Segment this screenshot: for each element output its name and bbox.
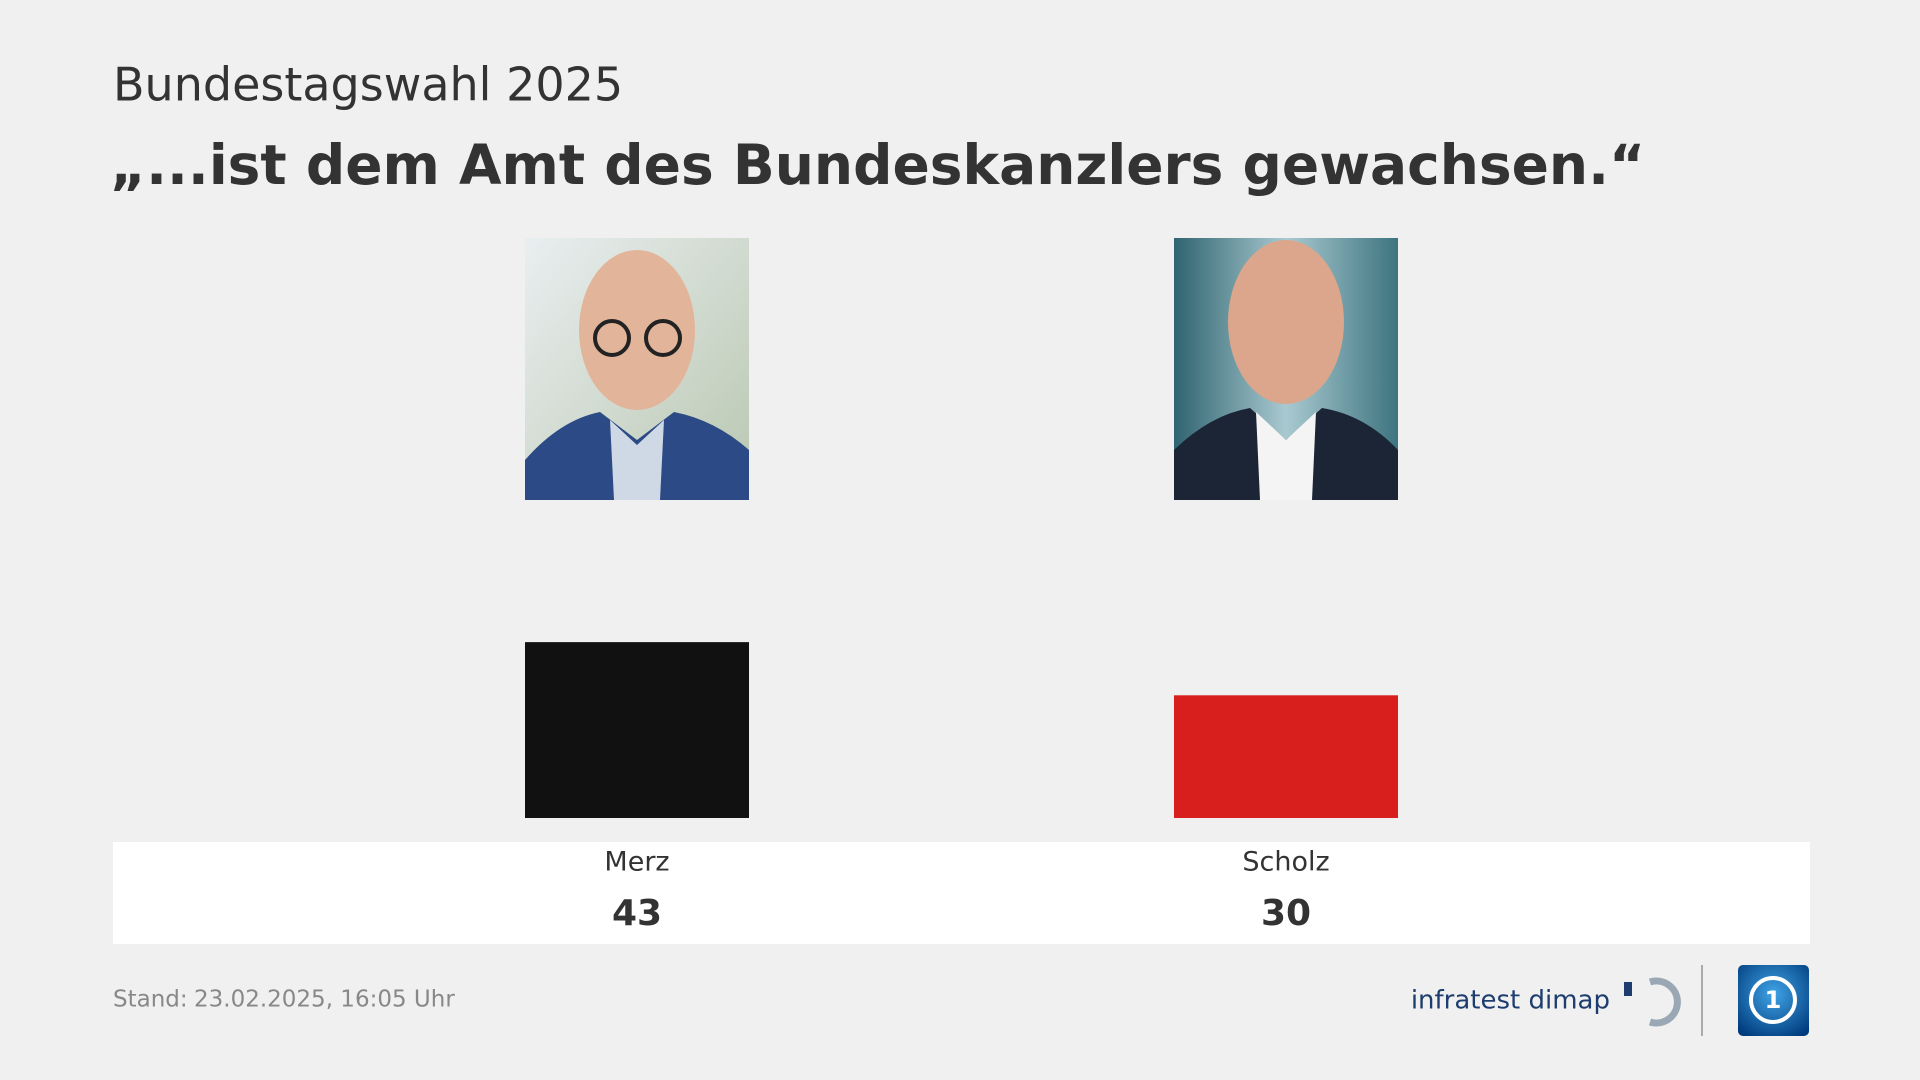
stand-label: Stand: xyxy=(113,987,188,1013)
label-band xyxy=(113,842,1810,944)
value-label: 43 xyxy=(612,893,662,934)
stand-date: 23.02.2025, 16:05 Uhr xyxy=(194,987,455,1013)
bar xyxy=(525,642,749,818)
chart-title: „...ist dem Amt des Bundeskanzlers gewac… xyxy=(110,133,1645,197)
subtitle: Bundestagswahl 2025 xyxy=(113,58,623,112)
svg-text:1: 1 xyxy=(1765,986,1782,1014)
category-label: Scholz xyxy=(1242,847,1329,878)
brand-icon xyxy=(1624,977,1681,1027)
portrait xyxy=(525,238,749,500)
brand: infratest dimap xyxy=(1411,986,1610,1016)
category-label: Merz xyxy=(604,847,669,878)
portrait xyxy=(1174,238,1398,500)
value-label: 30 xyxy=(1261,893,1311,934)
tagesschau-logo: 1 xyxy=(1738,965,1809,1036)
bar xyxy=(1174,695,1398,818)
